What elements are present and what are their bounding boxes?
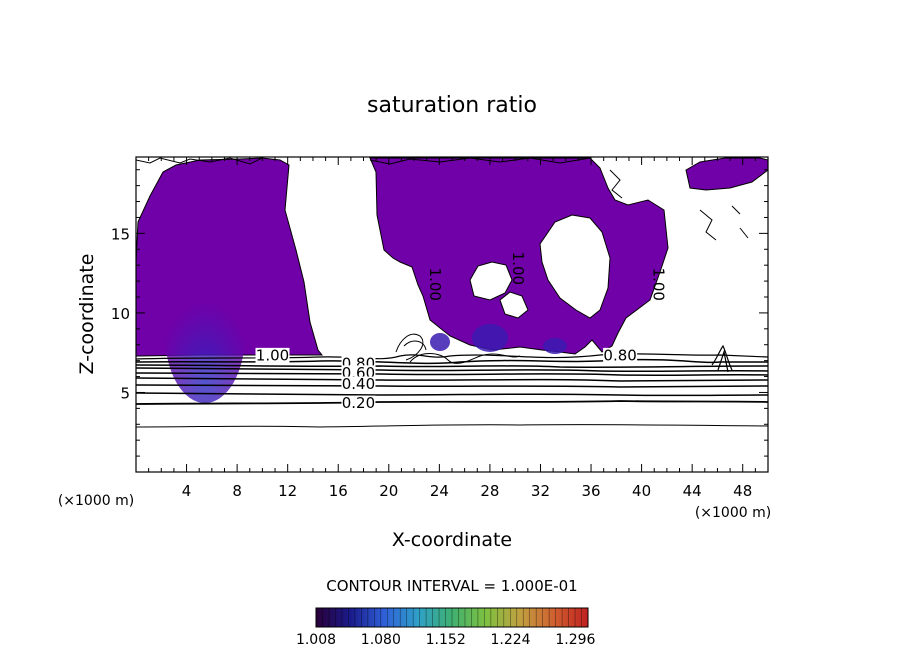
dry-hole-2 — [539, 214, 611, 319]
contour-0.20 — [136, 400, 768, 405]
contour-0.90 — [136, 358, 768, 365]
contour-0.30 — [136, 392, 768, 397]
y-tick-label: 5 — [120, 384, 130, 402]
x-tick-label: 20 — [379, 482, 398, 500]
contour-0.80 — [136, 364, 768, 369]
blue-core-center-3 — [430, 333, 450, 351]
contour-label: 1.00 — [509, 252, 527, 285]
colorbar-tick-label: 1.296 — [555, 632, 595, 648]
blue-core-center-1 — [472, 324, 508, 352]
dry-hole-3 — [499, 291, 529, 319]
contour-interval-text: CONTOUR INTERVAL = 1.000E-01 — [326, 577, 577, 595]
contour-0.10 — [136, 424, 768, 428]
chart-title: saturation ratio — [367, 93, 537, 118]
x-tick-label: 12 — [278, 482, 297, 500]
x-tick-label: 4 — [182, 482, 192, 500]
colorbar-tick-label: 1.224 — [490, 632, 530, 648]
cloud-top-fringe — [136, 157, 749, 241]
colorbar-stripes — [322, 608, 582, 627]
x-tick-label: 24 — [430, 482, 449, 500]
contour-label: 1.00 — [256, 346, 289, 364]
colorbar: 1.008 1.080 1.152 1.224 1.296 — [296, 607, 596, 648]
colorbar-tick-label: 1.080 — [361, 632, 401, 648]
colorbar-tick-label: 1.152 — [426, 632, 466, 648]
colorbar-frame — [315, 607, 589, 628]
contour-label: 1.00 — [650, 268, 668, 301]
x-axis-ticks: 4 8 12 16 20 24 28 32 36 40 44 48 — [148, 157, 756, 500]
contour-label: 0.80 — [603, 346, 636, 364]
x-tick-label: 36 — [581, 482, 600, 500]
x-tick-label: 16 — [329, 482, 348, 500]
turbulent-zone-2 — [711, 344, 733, 373]
x-axis-label: X-coordinate — [392, 529, 512, 551]
y-axis-label: Z-coordinate — [76, 254, 98, 375]
x-tick-label: 48 — [733, 482, 752, 500]
colorbar-tick-labels: 1.008 1.080 1.152 1.224 1.296 — [296, 632, 596, 648]
contour-0.70 — [136, 367, 768, 373]
x-tick-label: 44 — [683, 482, 702, 500]
contour-label-bg — [255, 347, 290, 363]
contour-label-bg — [341, 395, 376, 411]
contour-0.40 — [136, 384, 768, 388]
y-tick-label: 10 — [111, 305, 130, 323]
contour-label-bg — [603, 347, 638, 363]
y-tick-label: 15 — [111, 225, 130, 243]
x-tick-label: 32 — [531, 482, 550, 500]
x-unit-label-left: (×1000 m) — [58, 493, 134, 509]
dry-hole-1 — [469, 261, 513, 301]
contour-0.50 — [136, 377, 768, 382]
turbulent-zone-1 — [395, 333, 521, 364]
contour-0.60 — [136, 372, 768, 377]
saturated-regions — [136, 157, 768, 403]
blue-core-center-2 — [543, 338, 567, 354]
x-tick-label: 8 — [232, 482, 242, 500]
x-tick-label: 40 — [632, 482, 651, 500]
contour-label: 1.00 — [426, 268, 444, 301]
x-unit-label-right: (×1000 m) — [695, 505, 771, 521]
blue-core-left — [165, 267, 245, 403]
contour-labels: 1.00 0.800.600.400.200.801.00 1.00 1.00 — [255, 252, 668, 412]
x-tick-label: 28 — [480, 482, 499, 500]
colorbar-tick-label: 1.008 — [296, 632, 336, 648]
y-axis-ticks: 5 10 15 — [111, 169, 768, 457]
contour-label-bg — [341, 376, 376, 392]
saturated-region-right — [685, 157, 768, 191]
contour-label: 0.40 — [342, 375, 375, 393]
contour-label: 0.20 — [342, 394, 375, 412]
